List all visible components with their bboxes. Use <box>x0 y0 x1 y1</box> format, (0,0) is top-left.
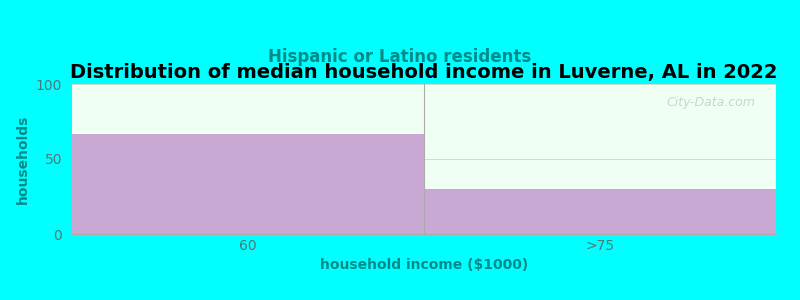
Text: Hispanic or Latino residents: Hispanic or Latino residents <box>268 48 532 66</box>
X-axis label: household income ($1000): household income ($1000) <box>320 258 528 272</box>
Text: City-Data.com: City-Data.com <box>666 96 755 109</box>
Y-axis label: households: households <box>16 114 30 204</box>
Title: Distribution of median household income in Luverne, AL in 2022: Distribution of median household income … <box>70 63 778 82</box>
